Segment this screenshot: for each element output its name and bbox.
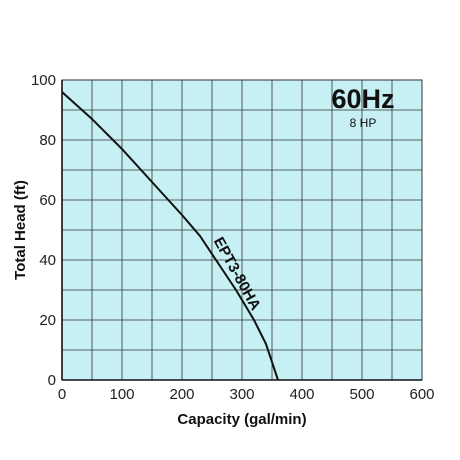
x-tick-label: 0 <box>58 386 66 403</box>
x-tick-label: 200 <box>169 386 194 403</box>
y-tick-label: 60 <box>39 192 56 209</box>
y-tick-label: 100 <box>31 72 56 89</box>
y-axis-title: Total Head (ft) <box>12 180 29 280</box>
y-tick-label: 0 <box>48 372 56 389</box>
frequency-annotation: 60Hz <box>331 84 394 114</box>
x-tick-label: 400 <box>289 386 314 403</box>
grid <box>61 80 422 381</box>
x-tick-label: 600 <box>409 386 434 403</box>
horsepower-annotation: 8 HP <box>350 116 377 130</box>
x-tick-label: 500 <box>349 386 374 403</box>
series-line-ept3-80ha <box>61 91 279 381</box>
y-axis-ticks: 0 20 40 60 80 100 <box>31 72 56 389</box>
y-tick-label: 80 <box>39 132 56 149</box>
x-tick-label: 100 <box>109 386 134 403</box>
x-tick-label: 300 <box>229 386 254 403</box>
x-axis-ticks: 0 100 200 300 400 500 600 <box>58 386 435 403</box>
y-tick-label: 40 <box>39 252 56 269</box>
x-axis-title: Capacity (gal/min) <box>177 411 306 428</box>
y-tick-label: 20 <box>39 312 56 329</box>
